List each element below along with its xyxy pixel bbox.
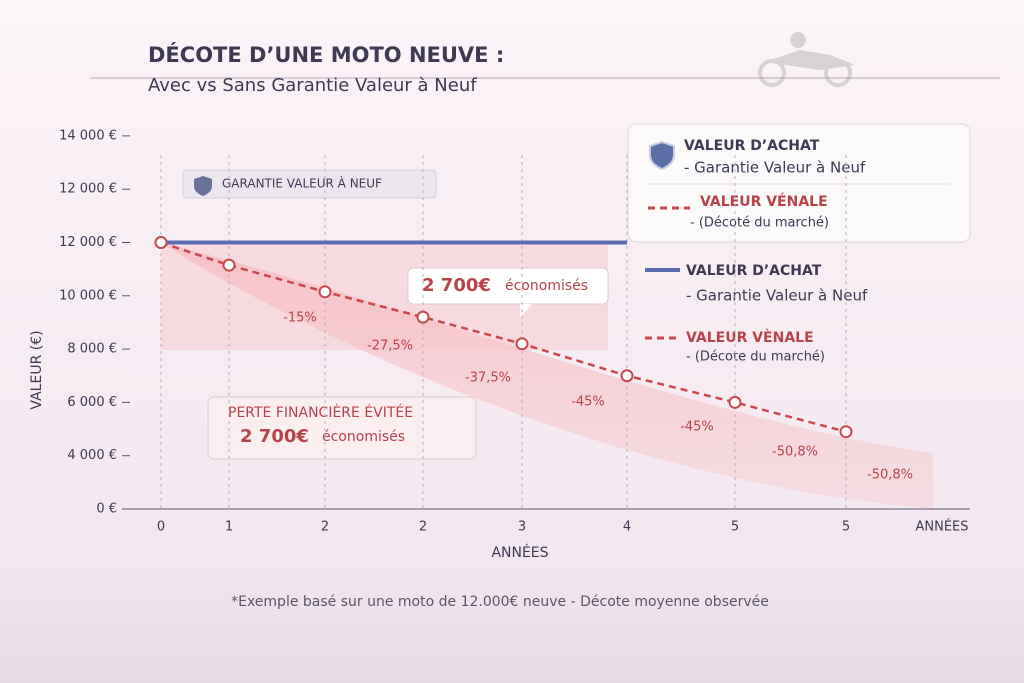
loss-area bbox=[161, 243, 933, 509]
legend-subtitle: - Garantie Valeur à Neuf bbox=[686, 287, 868, 305]
annotation-amount: 2 700€ bbox=[240, 426, 309, 447]
series-line bbox=[160, 241, 847, 433]
annotation-text: GARANTIE VALEUR À NEUF bbox=[222, 176, 382, 191]
subtitle: Avec vs Sans Garantie Valeur à Neuf bbox=[148, 75, 477, 96]
annotation-text: économisés bbox=[505, 278, 588, 294]
x-tick-label: 1 bbox=[225, 520, 233, 535]
point bbox=[515, 337, 529, 351]
point bbox=[728, 395, 742, 409]
value-label: -45% bbox=[571, 395, 605, 410]
y-tick-label: 6 000 € bbox=[67, 395, 117, 410]
moto-icon bbox=[758, 32, 855, 87]
y-tick-label: 8 000 € bbox=[67, 342, 117, 357]
point bbox=[416, 310, 430, 324]
y-tick-label: 0 € bbox=[96, 502, 117, 517]
point bbox=[839, 425, 853, 439]
point bbox=[620, 369, 634, 383]
y-axis-label: VALEUR (€) bbox=[29, 330, 45, 409]
x-tick-label: 2 bbox=[321, 520, 329, 535]
legend-2: VALEUR D’ACHAT - Garantie Valeur à Neuf … bbox=[645, 263, 868, 365]
legend-box: VALEUR D’ACHAT - Garantie Valeur à Neuf … bbox=[627, 123, 971, 243]
x-tick-label: 3 bbox=[518, 520, 526, 535]
legend-title: VALEUR D’ACHAT bbox=[684, 138, 820, 154]
annotation-title: PERTE FINANCIÈRE ÉVITÉE bbox=[228, 404, 413, 421]
legend-subtitle: - Garantie Valeur à Neuf bbox=[684, 159, 866, 177]
legend-title: VALEUR VÈNALE bbox=[686, 329, 814, 346]
value-label: -50,8% bbox=[867, 468, 913, 483]
point bbox=[154, 236, 168, 249]
x-tick-label: 5 bbox=[731, 520, 739, 535]
x-tick-label: 4 bbox=[623, 520, 631, 535]
annotation-text: économisés bbox=[322, 429, 405, 445]
value-label: -15% bbox=[283, 311, 317, 326]
title: DÉCOTE D’UNE MOTO NEUVE : bbox=[148, 42, 504, 67]
x-tick-label: 5 bbox=[842, 520, 850, 535]
value-label: -50,8% bbox=[772, 445, 818, 460]
annotation-guarantee: GARANTIE VALEUR À NEUF bbox=[182, 169, 437, 199]
x-tick-label: 2 bbox=[419, 520, 427, 535]
value-label: -27,5% bbox=[367, 339, 413, 354]
y-tick-label: 4 000 € bbox=[67, 448, 117, 463]
x-axis-label: ANNÉES bbox=[491, 544, 548, 561]
point bbox=[222, 258, 236, 272]
y-tick-label: 12 000 € bbox=[59, 235, 117, 250]
value-label: -45% bbox=[680, 420, 714, 435]
annotation-amount: 2 700€ bbox=[422, 275, 491, 296]
x-end-label: ANNÉES bbox=[915, 519, 968, 535]
annotation-saved: 2 700€ économisés bbox=[407, 267, 609, 318]
footnote: *Exemple basé sur une moto de 12.000€ ne… bbox=[231, 594, 769, 610]
annotation-loss: PERTE FINANCIÈRE ÉVITÉE 2 700€ économisés bbox=[207, 396, 477, 460]
legend-title: VALEUR VÉNALE bbox=[700, 193, 828, 210]
legend-title: VALEUR D’ACHAT bbox=[686, 263, 822, 279]
y-tick-label: 14 000 € bbox=[59, 128, 117, 143]
x-tick-label: 0 bbox=[157, 520, 165, 535]
y-tick-label: 12 000 € bbox=[59, 182, 117, 197]
value-label: -37,5% bbox=[465, 371, 511, 386]
y-tick-label: 10 000 € bbox=[59, 288, 117, 303]
legend-subtitle: - (Décote du marché) bbox=[686, 350, 825, 365]
legend-subtitle: - (Décoté du marché) bbox=[690, 216, 829, 231]
point bbox=[318, 285, 332, 299]
